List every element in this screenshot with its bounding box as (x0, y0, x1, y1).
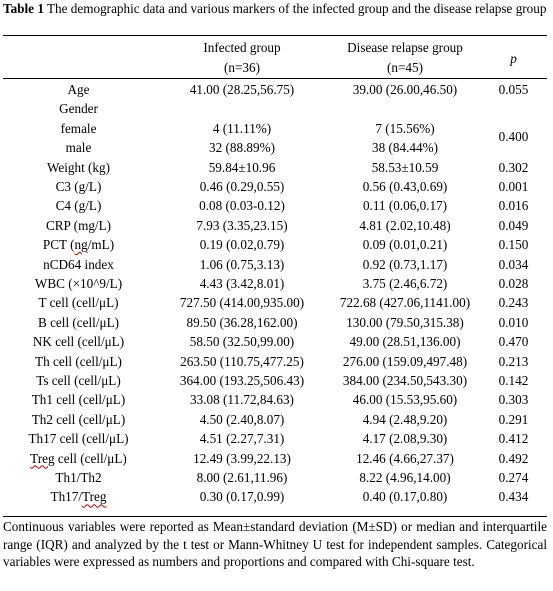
row-relapse-value: 46.00 (15.53,95.60) (352, 392, 458, 408)
row-relapse-value: 58.53±10.59 (371, 159, 439, 175)
row-infected-value: 89.50 (36.28,162.00) (186, 314, 298, 330)
row-label: nCD64 index (43, 256, 114, 272)
row-relapse-value: 722.68 (427.06,1141.00) (339, 295, 471, 311)
header-infected-line1: Infected group (203, 40, 281, 55)
row-infected-value: 58.50 (32.50,99.00) (189, 334, 295, 350)
row-label: male (65, 140, 92, 156)
row-relapse-value: 4.17 (2.08,9.30) (362, 431, 448, 447)
row-p-value: 0.001 (498, 179, 529, 194)
table-number: Table 1 (3, 1, 44, 16)
row-p-value: 0.303 (498, 392, 529, 408)
row-relapse-value: 384.00 (234.50,543.30) (342, 373, 468, 388)
row-p-value: 0.412 (498, 431, 529, 447)
row-label: Th cell (cell/μL) (35, 353, 122, 369)
row-infected-value: 12.49 (3.99,22.13) (193, 450, 291, 466)
row-relapse-value: 38 (84.44%) (372, 140, 438, 156)
row-infected-value: 4 (11.11%) (212, 120, 272, 136)
row-relapse-value: 0.11 (0.06,0.17) (362, 198, 448, 214)
row-p-value: 0.434 (498, 489, 529, 505)
row-label: Gender (59, 101, 98, 117)
header-infected-line2: (n=36) (223, 60, 260, 75)
row-infected-value: 4.43 (3.42,8.01) (199, 276, 285, 291)
header-p-value: p (510, 51, 517, 66)
row-infected-value: 263.50 (110.75,477.25) (180, 353, 304, 369)
row-infected-value: 8.00 (2.61,11.96) (196, 470, 288, 485)
row-label: Th1/Th2 (55, 470, 102, 485)
row-relapse-value: 8.22 (4.96,14.00) (359, 470, 451, 485)
row-label: Treg cell (cell/μL) (30, 450, 127, 466)
row-p-value: 0.243 (498, 295, 529, 311)
row-label: WBC (×10^9/L) (34, 276, 123, 291)
row-label: B cell (cell/μL) (37, 314, 120, 330)
row-infected-value: 41.00 (28.25,56.75) (189, 82, 295, 97)
row-relapse-value: 0.92 (0.73,1.17) (362, 256, 448, 272)
row-relapse-value: 0.09 (0.01,0.21) (362, 237, 448, 253)
header-rule (3, 78, 547, 79)
row-p-value: 0.049 (498, 217, 529, 233)
header-relapse-line2: (n=45) (386, 60, 423, 75)
row-infected-value: 59.84±10.96 (208, 159, 276, 175)
row-relapse-value: 3.75 (2.46,6.72) (362, 276, 448, 291)
row-label: CRP (mg/L) (45, 217, 112, 233)
row-label: Th17 cell (cell/μL) (28, 431, 129, 447)
row-relapse-value: 49.00 (28.51,136.00) (349, 334, 461, 350)
row-label: C3 (g/L) (55, 179, 102, 194)
row-infected-value: 0.30 (0.17,0.99) (199, 489, 285, 505)
row-relapse-value: 12.46 (4.66,27.37) (356, 450, 454, 466)
row-relapse-value: 7 (15.56%) (375, 120, 435, 136)
row-label: NK cell (cell/μL) (32, 334, 125, 350)
table-footnote: Continuous variables were reported as Me… (3, 519, 547, 570)
row-infected-value: 33.08 (11.72,84.63) (190, 392, 294, 408)
header-relapse-line1: Disease relapse group (347, 40, 463, 55)
row-label: PCT (ng/mL) (42, 237, 115, 253)
row-label: Th17/Treg (50, 489, 107, 505)
row-infected-value: 0.19 (0.02,0.79) (199, 237, 285, 253)
row-label: Weight (kg) (46, 159, 111, 175)
row-infected-value: 4.51 (2.27,7.31) (199, 431, 285, 447)
row-p-value: 0.142 (498, 373, 529, 388)
gender-p-value: 0.400 (498, 129, 529, 144)
row-label: Ts cell (cell/μL) (36, 373, 121, 388)
row-infected-value: 0.46 (0.29,0.55) (199, 179, 285, 194)
bottom-rule (3, 516, 547, 517)
row-p-value: 0.055 (498, 82, 529, 97)
row-label: female (60, 120, 97, 136)
row-p-value: 0.028 (498, 276, 529, 291)
row-infected-value: 364.00 (193.25,506.43) (179, 373, 305, 388)
row-relapse-value: 0.56 (0.43,0.69) (362, 179, 448, 194)
row-label: T cell (cell/μL) (38, 295, 119, 311)
row-infected-value: 7.93 (3.35,23.15) (196, 217, 288, 233)
row-infected-value: 1.06 (0.75,3.13) (199, 256, 285, 272)
row-p-value: 0.010 (498, 314, 529, 330)
row-label: Th1 cell (cell/μL) (31, 392, 126, 408)
row-p-value: 0.302 (498, 159, 529, 175)
row-infected-value: 727.50 (414.00,935.00) (179, 295, 305, 311)
top-rule (3, 35, 547, 36)
row-label: Th2 cell (cell/μL) (31, 411, 126, 427)
row-label: C4 (g/L) (55, 198, 102, 214)
row-infected-value: 4.50 (2.40,8.07) (199, 411, 285, 427)
row-relapse-value: 4.94 (2.48,9.20) (362, 411, 448, 427)
table-caption: Table 1 The demographic data and various… (3, 0, 550, 17)
row-p-value: 0.291 (498, 411, 529, 427)
row-relapse-value: 276.00 (159.09,497.48) (342, 353, 468, 369)
row-relapse-value: 130.00 (79.50,315.38) (346, 314, 464, 330)
row-p-value: 0.470 (498, 334, 529, 350)
row-label: Age (67, 82, 90, 97)
table-title: The demographic data and various markers… (46, 1, 547, 16)
row-p-value: 0.150 (498, 237, 529, 253)
row-p-value: 0.213 (498, 353, 529, 369)
row-p-value: 0.034 (498, 256, 529, 272)
row-p-value: 0.492 (498, 450, 529, 466)
row-p-value: 0.274 (498, 470, 529, 485)
row-relapse-value: 39.00 (26.00,46.50) (352, 82, 458, 97)
row-infected-value: 32 (88.89%) (209, 140, 275, 156)
row-p-value: 0.016 (498, 198, 529, 214)
row-relapse-value: 0.40 (0.17,0.80) (362, 489, 448, 505)
row-infected-value: 0.08 (0.03-0.12) (199, 198, 285, 214)
row-relapse-value: 4.81 (2.02,10.48) (359, 217, 451, 233)
